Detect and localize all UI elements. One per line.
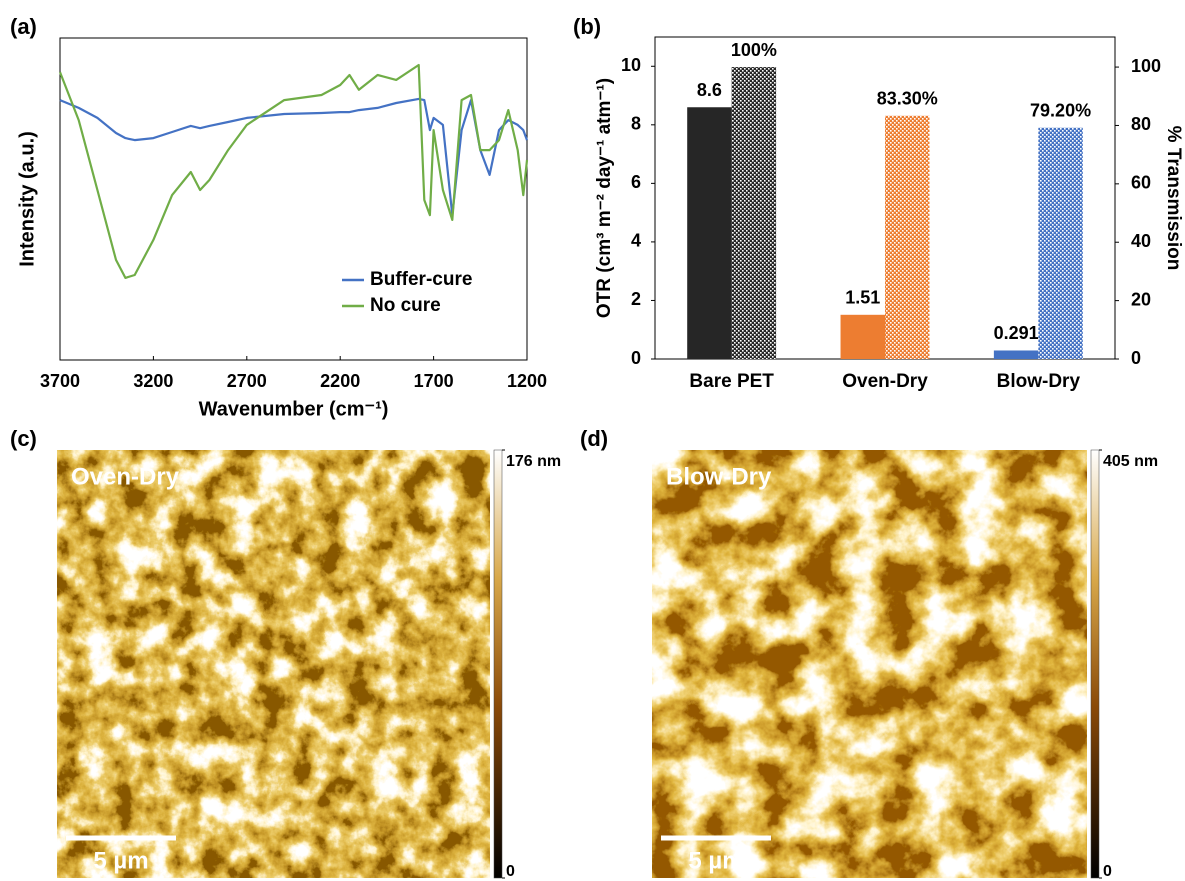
bar <box>885 115 930 359</box>
y-axis-label: Intensity (a.u.) <box>16 131 38 267</box>
bar-value-label: 8.6 <box>697 80 722 100</box>
colorbar-label: 405 nm <box>1103 453 1158 470</box>
y2-tick-label: 40 <box>1131 231 1151 251</box>
y-axis-label: OTR (cm³ m⁻² day⁻¹ atm⁻¹) <box>594 78 615 318</box>
image-label: Blow-Dry <box>666 463 772 490</box>
y-tick-label: 0 <box>631 348 641 368</box>
bar <box>687 107 732 359</box>
panel-label: (c) <box>10 426 37 451</box>
plot-frame <box>59 37 528 361</box>
bar-value-label: 83.30% <box>877 89 938 109</box>
bar <box>840 314 885 359</box>
y2-axis-label: % Transmission <box>1163 126 1184 271</box>
scale-bar-label: 5 µm <box>93 847 148 874</box>
x-tick-label: 2700 <box>227 371 267 391</box>
bar <box>993 350 1039 359</box>
bar-value-label: 1.51 <box>845 288 880 308</box>
y-tick-label: 6 <box>631 172 641 192</box>
afm-image <box>57 450 490 878</box>
bar-value-label: 79.20% <box>1030 101 1091 121</box>
colorbar <box>1090 449 1100 879</box>
x-axis-label: Wavenumber (cm⁻¹) <box>199 398 389 420</box>
bar-value-label: 100% <box>731 40 777 60</box>
y2-tick-label: 20 <box>1131 289 1151 309</box>
colorbar-label: 176 nm <box>506 453 561 470</box>
y2-tick-label: 0 <box>1131 348 1141 368</box>
y2-tick-label: 60 <box>1131 173 1151 193</box>
panel-label: (b) <box>573 14 601 39</box>
y-tick-label: 10 <box>621 55 641 75</box>
x-tick-label: 1700 <box>414 371 454 391</box>
x-tick-label: 1200 <box>507 371 547 391</box>
x-tick-label: 3200 <box>133 371 173 391</box>
y2-tick-label: 80 <box>1131 114 1151 134</box>
colorbar-label: 0 <box>1103 863 1112 880</box>
data-line <box>59 97 529 217</box>
y-tick-label: 4 <box>631 231 641 251</box>
y-tick-label: 8 <box>631 114 641 134</box>
x-tick-label: Bare PET <box>689 371 774 392</box>
panel-label: (d) <box>580 426 608 451</box>
panel-label: (a) <box>10 14 37 39</box>
x-tick-label: 3700 <box>40 371 80 391</box>
x-tick-label: 2200 <box>320 371 360 391</box>
scale-bar-label: 5 µm <box>688 847 743 874</box>
image-label: Oven-Dry <box>71 463 180 490</box>
x-tick-label: Blow-Dry <box>997 371 1081 392</box>
bar <box>1038 127 1083 359</box>
afm-image <box>652 450 1087 878</box>
legend-label: Buffer-cure <box>370 269 472 290</box>
x-tick-label: Oven-Dry <box>842 371 928 392</box>
colorbar <box>493 449 503 879</box>
bar <box>731 67 777 359</box>
bar-value-label: 0.291 <box>994 323 1039 343</box>
colorbar-label: 0 <box>506 863 515 880</box>
y2-tick-label: 100 <box>1131 56 1161 76</box>
y-tick-label: 2 <box>631 289 641 309</box>
data-line <box>58 63 529 279</box>
legend-label: No cure <box>370 295 441 316</box>
